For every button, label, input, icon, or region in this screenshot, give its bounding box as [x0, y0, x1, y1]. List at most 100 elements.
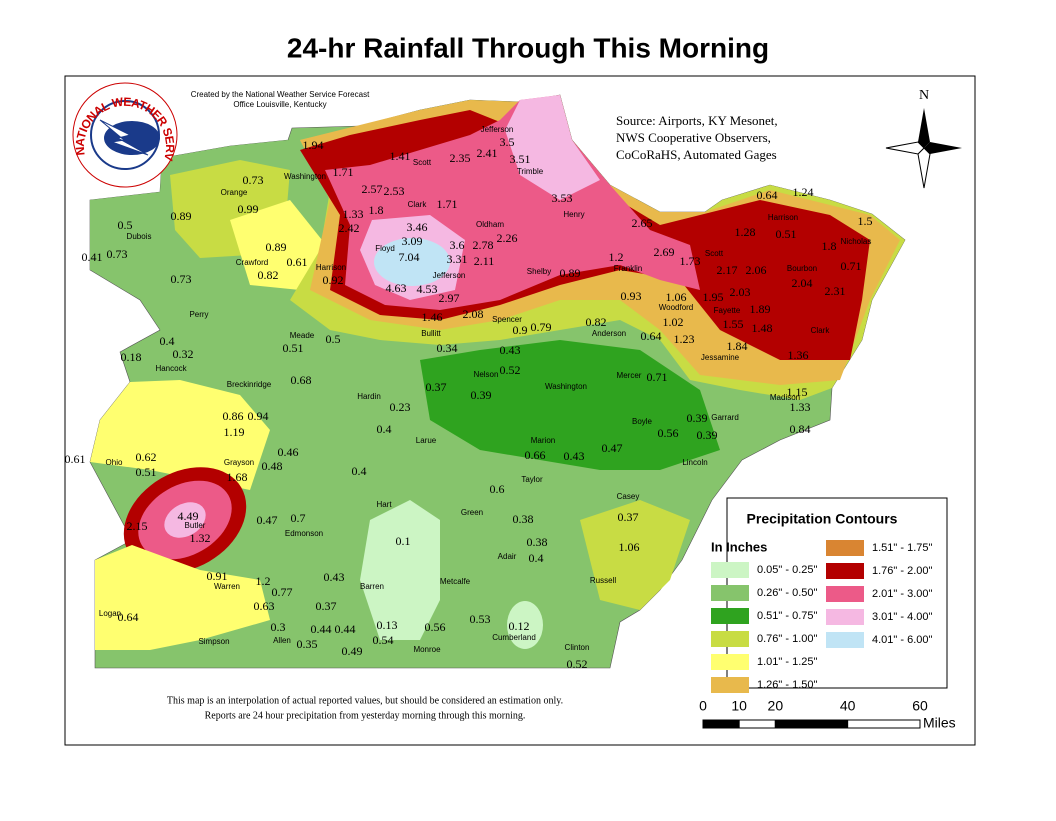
rainfall-reading: 0.43 — [564, 449, 585, 463]
county-name: Mercer — [617, 371, 642, 380]
rainfall-reading: 1.2 — [609, 250, 624, 264]
rainfall-reading: 0.9 — [513, 323, 528, 337]
rainfall-reading: 1.94 — [303, 138, 324, 152]
rainfall-reading: 1.02 — [663, 315, 684, 329]
rainfall-reading: 0.6 — [490, 482, 505, 496]
rainfall-reading: 0.99 — [238, 202, 259, 216]
county-name: Oldham — [476, 220, 504, 229]
rainfall-reading: 0.37 — [618, 510, 639, 524]
rainfall-reading: 2.65 — [632, 216, 653, 230]
rainfall-reading: 1.55 — [723, 317, 744, 331]
county-name: Russell — [590, 576, 616, 585]
legend: Precipitation Contours In Inches 0.05" -… — [711, 497, 948, 693]
rainfall-reading: 4.63 — [386, 281, 407, 295]
rainfall-reading: 1.89 — [750, 302, 771, 316]
rainfall-reading: 0.52 — [567, 657, 588, 671]
rainfall-reading: 0.39 — [687, 411, 708, 425]
county-name: Jessamine — [701, 353, 740, 362]
rainfall-reading: 0.56 — [658, 426, 679, 440]
rainfall-reading: 1.48 — [752, 321, 773, 335]
rainfall-reading: 0.4 — [352, 464, 367, 478]
county-name: Allen — [273, 636, 291, 645]
rainfall-reading: 7.04 — [399, 250, 420, 264]
county-name: Simpson — [198, 637, 229, 646]
rainfall-reading: 0.89 — [171, 209, 192, 223]
rainfall-reading: 1.36 — [788, 348, 809, 362]
county-name: Larue — [416, 436, 437, 445]
legend-swatch — [826, 609, 864, 625]
legend-label: 1.01" - 1.25" — [757, 656, 817, 668]
county-name: Butler — [185, 521, 206, 530]
county-name: Grayson — [224, 458, 254, 467]
legend-label: 2.01" - 3.00" — [872, 588, 932, 600]
rainfall-reading: 1.8 — [369, 203, 384, 217]
legend-label: 1.76" - 2.00" — [872, 565, 932, 577]
county-name: Boyle — [632, 417, 653, 426]
county-name: Clinton — [565, 643, 590, 652]
county-name: Anderson — [592, 329, 626, 338]
contour-yellow — [230, 200, 330, 290]
scale-segment — [738, 719, 776, 729]
scale-tick-label: 10 — [731, 698, 747, 714]
rainfall-reading: 3.53 — [552, 191, 573, 205]
rainfall-reading: 0.46 — [278, 445, 299, 459]
county-name: Taylor — [521, 475, 543, 484]
contour-lightpink — [164, 502, 206, 538]
note-line: This map is an interpolation of actual r… — [167, 695, 563, 706]
county-name: Perry — [189, 310, 208, 319]
rainfall-reading: 1.41 — [390, 149, 411, 163]
rainfall-reading: 0.63 — [254, 599, 275, 613]
rainfall-reading: 0.3 — [271, 620, 286, 634]
rainfall-reading: 0.39 — [697, 428, 718, 442]
north-label: N — [919, 88, 929, 103]
rainfall-reading: 0.61 — [287, 255, 308, 269]
rainfall-reading: 0.51 — [283, 341, 304, 355]
rainfall-reading: 0.18 — [121, 350, 142, 364]
county-name: Jefferson — [433, 271, 466, 280]
rainfall-reading: 3.09 — [402, 234, 423, 248]
rainfall-reading: 2.26 — [497, 231, 518, 245]
legend-title: Precipitation Contours — [747, 511, 898, 527]
county-name: Clark — [408, 200, 428, 209]
rainfall-reading: 1.06 — [666, 290, 687, 304]
rainfall-reading: 0.37 — [316, 599, 337, 613]
county-name: Trimble — [517, 167, 544, 176]
county-name: Adair — [498, 552, 517, 561]
rainfall-reading: 0.43 — [324, 570, 345, 584]
rainfall-reading: 0.66 — [525, 448, 546, 462]
rainfall-reading: 0.93 — [621, 289, 642, 303]
arrow-e — [924, 142, 962, 154]
rainfall-reading: 0.94 — [248, 409, 269, 423]
scale-segment — [774, 719, 849, 729]
rainfall-reading: 1.84 — [727, 339, 748, 353]
rainfall-reading: 3.51 — [510, 152, 531, 166]
rainfall-reading: 0.47 — [257, 513, 278, 527]
county-name: Bullitt — [421, 329, 441, 338]
rainfall-reading: 0.86 — [223, 409, 244, 423]
rainfall-reading: 0.44 — [311, 622, 332, 636]
rainfall-reading: 1.28 — [735, 225, 756, 239]
county-name: Nicholas — [841, 237, 872, 246]
rainfall-reading: 1.71 — [437, 197, 458, 211]
county-name: Woodford — [659, 303, 694, 312]
county-name: Scott — [705, 249, 724, 258]
rainfall-reading: 0.73 — [243, 173, 264, 187]
rainfall-reading: 0.35 — [297, 637, 318, 651]
rainfall-reading: 0.49 — [342, 644, 363, 658]
rainfall-reading: 0.82 — [586, 315, 607, 329]
rainfall-reading: 0.73 — [107, 247, 128, 261]
legend-swatch — [711, 608, 749, 624]
rainfall-reading: 2.42 — [339, 221, 360, 235]
rainfall-reading: 0.64 — [757, 188, 778, 202]
rainfall-reading: 0.38 — [513, 512, 534, 526]
scale-tick-label: 40 — [840, 698, 856, 714]
contours — [89, 94, 906, 669]
rainfall-reading: 1.33 — [343, 207, 364, 221]
county-name: Harrison — [768, 213, 798, 222]
rainfall-reading: 2.17 — [717, 263, 738, 277]
legend-label: 0.51" - 0.75" — [757, 610, 817, 622]
rainfall-reading: 0.62 — [136, 450, 157, 464]
rainfall-reading: 2.53 — [384, 184, 405, 198]
county-name: Fayette — [714, 306, 741, 315]
